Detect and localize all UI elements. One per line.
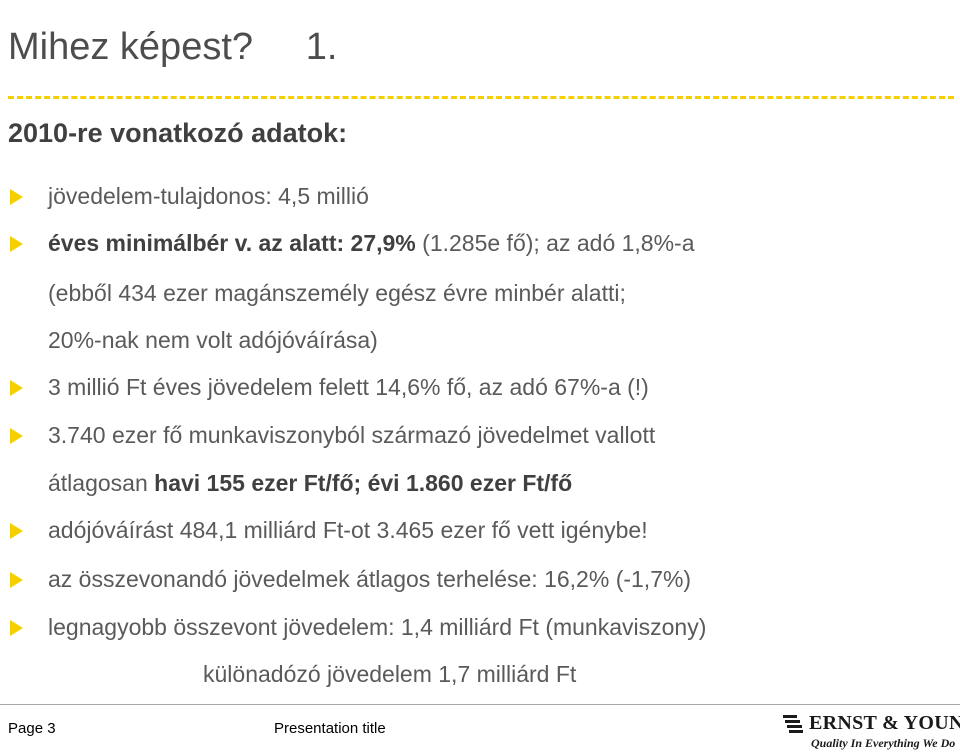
footer-divider (0, 704, 960, 705)
minimum-wage-emphasis: éves minimálbér v. az alatt: 27,9% (48, 230, 416, 256)
bullet-text-separate-income: különadózó jövedelem 1,7 milliárd Ft (203, 661, 577, 687)
bullet-text-income-owners: jövedelem-tulajdonos: 4,5 millió (48, 183, 369, 209)
logo-mark-icon (783, 715, 803, 733)
page-number: Page 3 (8, 720, 56, 737)
presentation-title: Presentation title (274, 720, 386, 737)
bullet-icon (10, 236, 23, 252)
bullet-text-average-income: átlagosan havi 155 ezer Ft/fő; évi 1.860… (48, 470, 572, 497)
bullet-text-continuation: 20%-nak nem volt adójóváírása) (48, 327, 378, 353)
ernst-young-logo: ERNST & YOUNG Quality In Everything We D… (783, 711, 960, 753)
bullet-text-high-income: 3 millió Ft éves jövedelem felett 14,6% … (48, 374, 649, 400)
bullet-text-continuation: (ebből 434 ezer magánszemély egész évre … (48, 280, 626, 306)
slide-subtitle: 2010-re vonatkozó adatok: (8, 118, 348, 148)
bullet-text-tax-credit: adójóváírást 484,1 milliárd Ft-ot 3.465 … (48, 517, 648, 543)
bullet-icon (10, 189, 23, 205)
minimum-wage-detail: (1.285e fő); az adó 1,8%-a (415, 230, 695, 256)
title-divider (8, 96, 954, 99)
logo-tagline: Quality In Everything We Do (811, 736, 956, 750)
bullet-icon (10, 620, 23, 636)
bullet-text-employment-income: 3.740 ezer fő munkaviszonyból származó j… (48, 422, 656, 448)
bullet-icon (10, 572, 23, 588)
average-income-emphasis: havi 155 ezer Ft/fő; évi 1.860 ezer Ft/f… (154, 470, 573, 496)
slide-title: Mihez képest? 1. (8, 26, 338, 68)
bullet-text-average-burden: az összevonandó jövedelmek átlagos terhe… (48, 566, 692, 592)
bullet-text-largest-income: legnagyobb összevont jövedelem: 1,4 mill… (48, 614, 707, 640)
bullet-icon (10, 428, 23, 444)
bullet-icon (10, 380, 23, 396)
bullet-icon (10, 523, 23, 539)
logo-name: ERNST & YOUNG (809, 712, 960, 734)
average-income-prefix: átlagosan (48, 470, 155, 496)
bullet-text-minimum-wage: éves minimálbér v. az alatt: 27,9% (1.28… (48, 230, 695, 257)
